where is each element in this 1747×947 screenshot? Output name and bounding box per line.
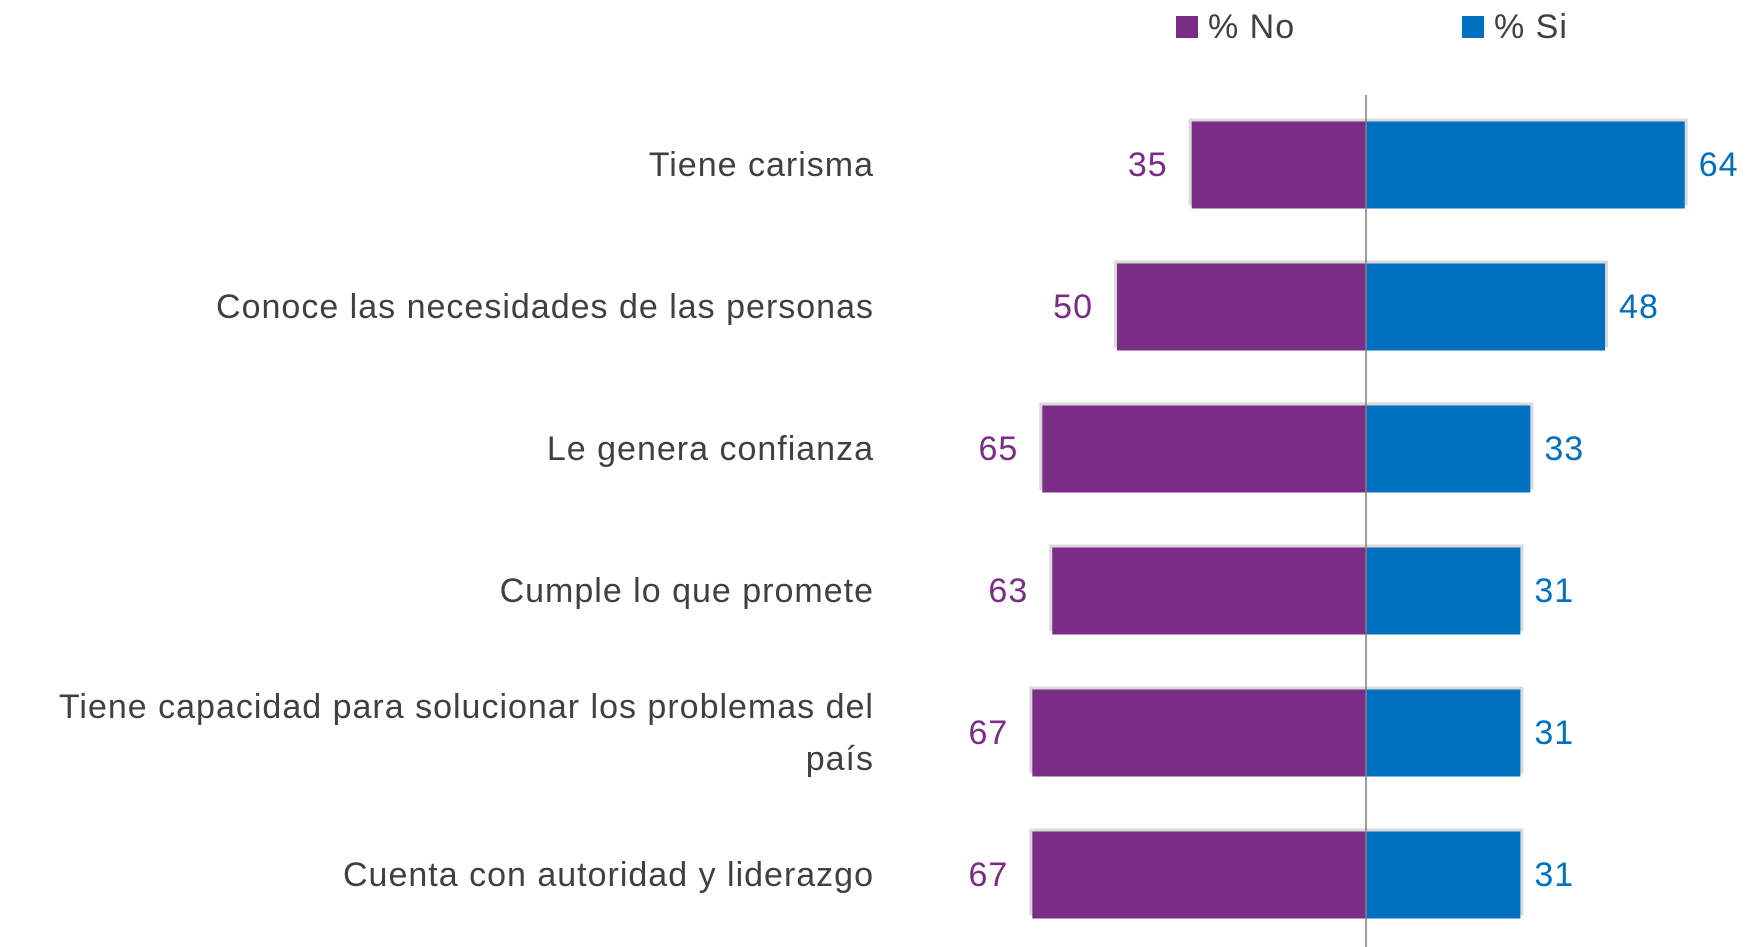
category-label: Cuenta con autoridad y liderazgo (343, 856, 874, 894)
legend-swatch (1462, 16, 1484, 38)
bar (1366, 831, 1521, 919)
value-label: 64 (1699, 146, 1739, 184)
bar (1366, 263, 1606, 351)
bar (1042, 405, 1366, 493)
bar (1366, 689, 1521, 777)
value-label: 31 (1534, 856, 1574, 894)
value-label: 67 (969, 856, 1009, 894)
category-label: Conoce las necesidades de las personas (216, 288, 874, 326)
bar (1032, 689, 1366, 777)
bar (1052, 547, 1366, 635)
bar (1366, 121, 1685, 209)
value-label: 50 (1053, 288, 1093, 326)
bar (1366, 405, 1531, 493)
category-label: Tiene carisma (648, 146, 874, 184)
value-label: 31 (1534, 572, 1574, 610)
legend-swatch (1176, 16, 1198, 38)
category-label: Cumple lo que promete (499, 572, 874, 610)
bar (1032, 831, 1366, 919)
bar (1366, 547, 1521, 635)
legend-label: % No (1208, 8, 1295, 46)
value-label: 63 (988, 572, 1028, 610)
category-label: Le genera confianza (546, 430, 874, 468)
value-label: 31 (1534, 714, 1574, 752)
legend-label: % Si (1494, 8, 1568, 46)
category-label: Tiene capacidad para solucionar los prob… (58, 688, 874, 778)
value-label: 65 (978, 430, 1018, 468)
value-label: 33 (1544, 430, 1584, 468)
bar (1117, 263, 1366, 351)
value-label: 35 (1128, 146, 1168, 184)
value-label: 48 (1619, 288, 1659, 326)
value-label: 67 (969, 714, 1009, 752)
bar (1191, 121, 1366, 209)
